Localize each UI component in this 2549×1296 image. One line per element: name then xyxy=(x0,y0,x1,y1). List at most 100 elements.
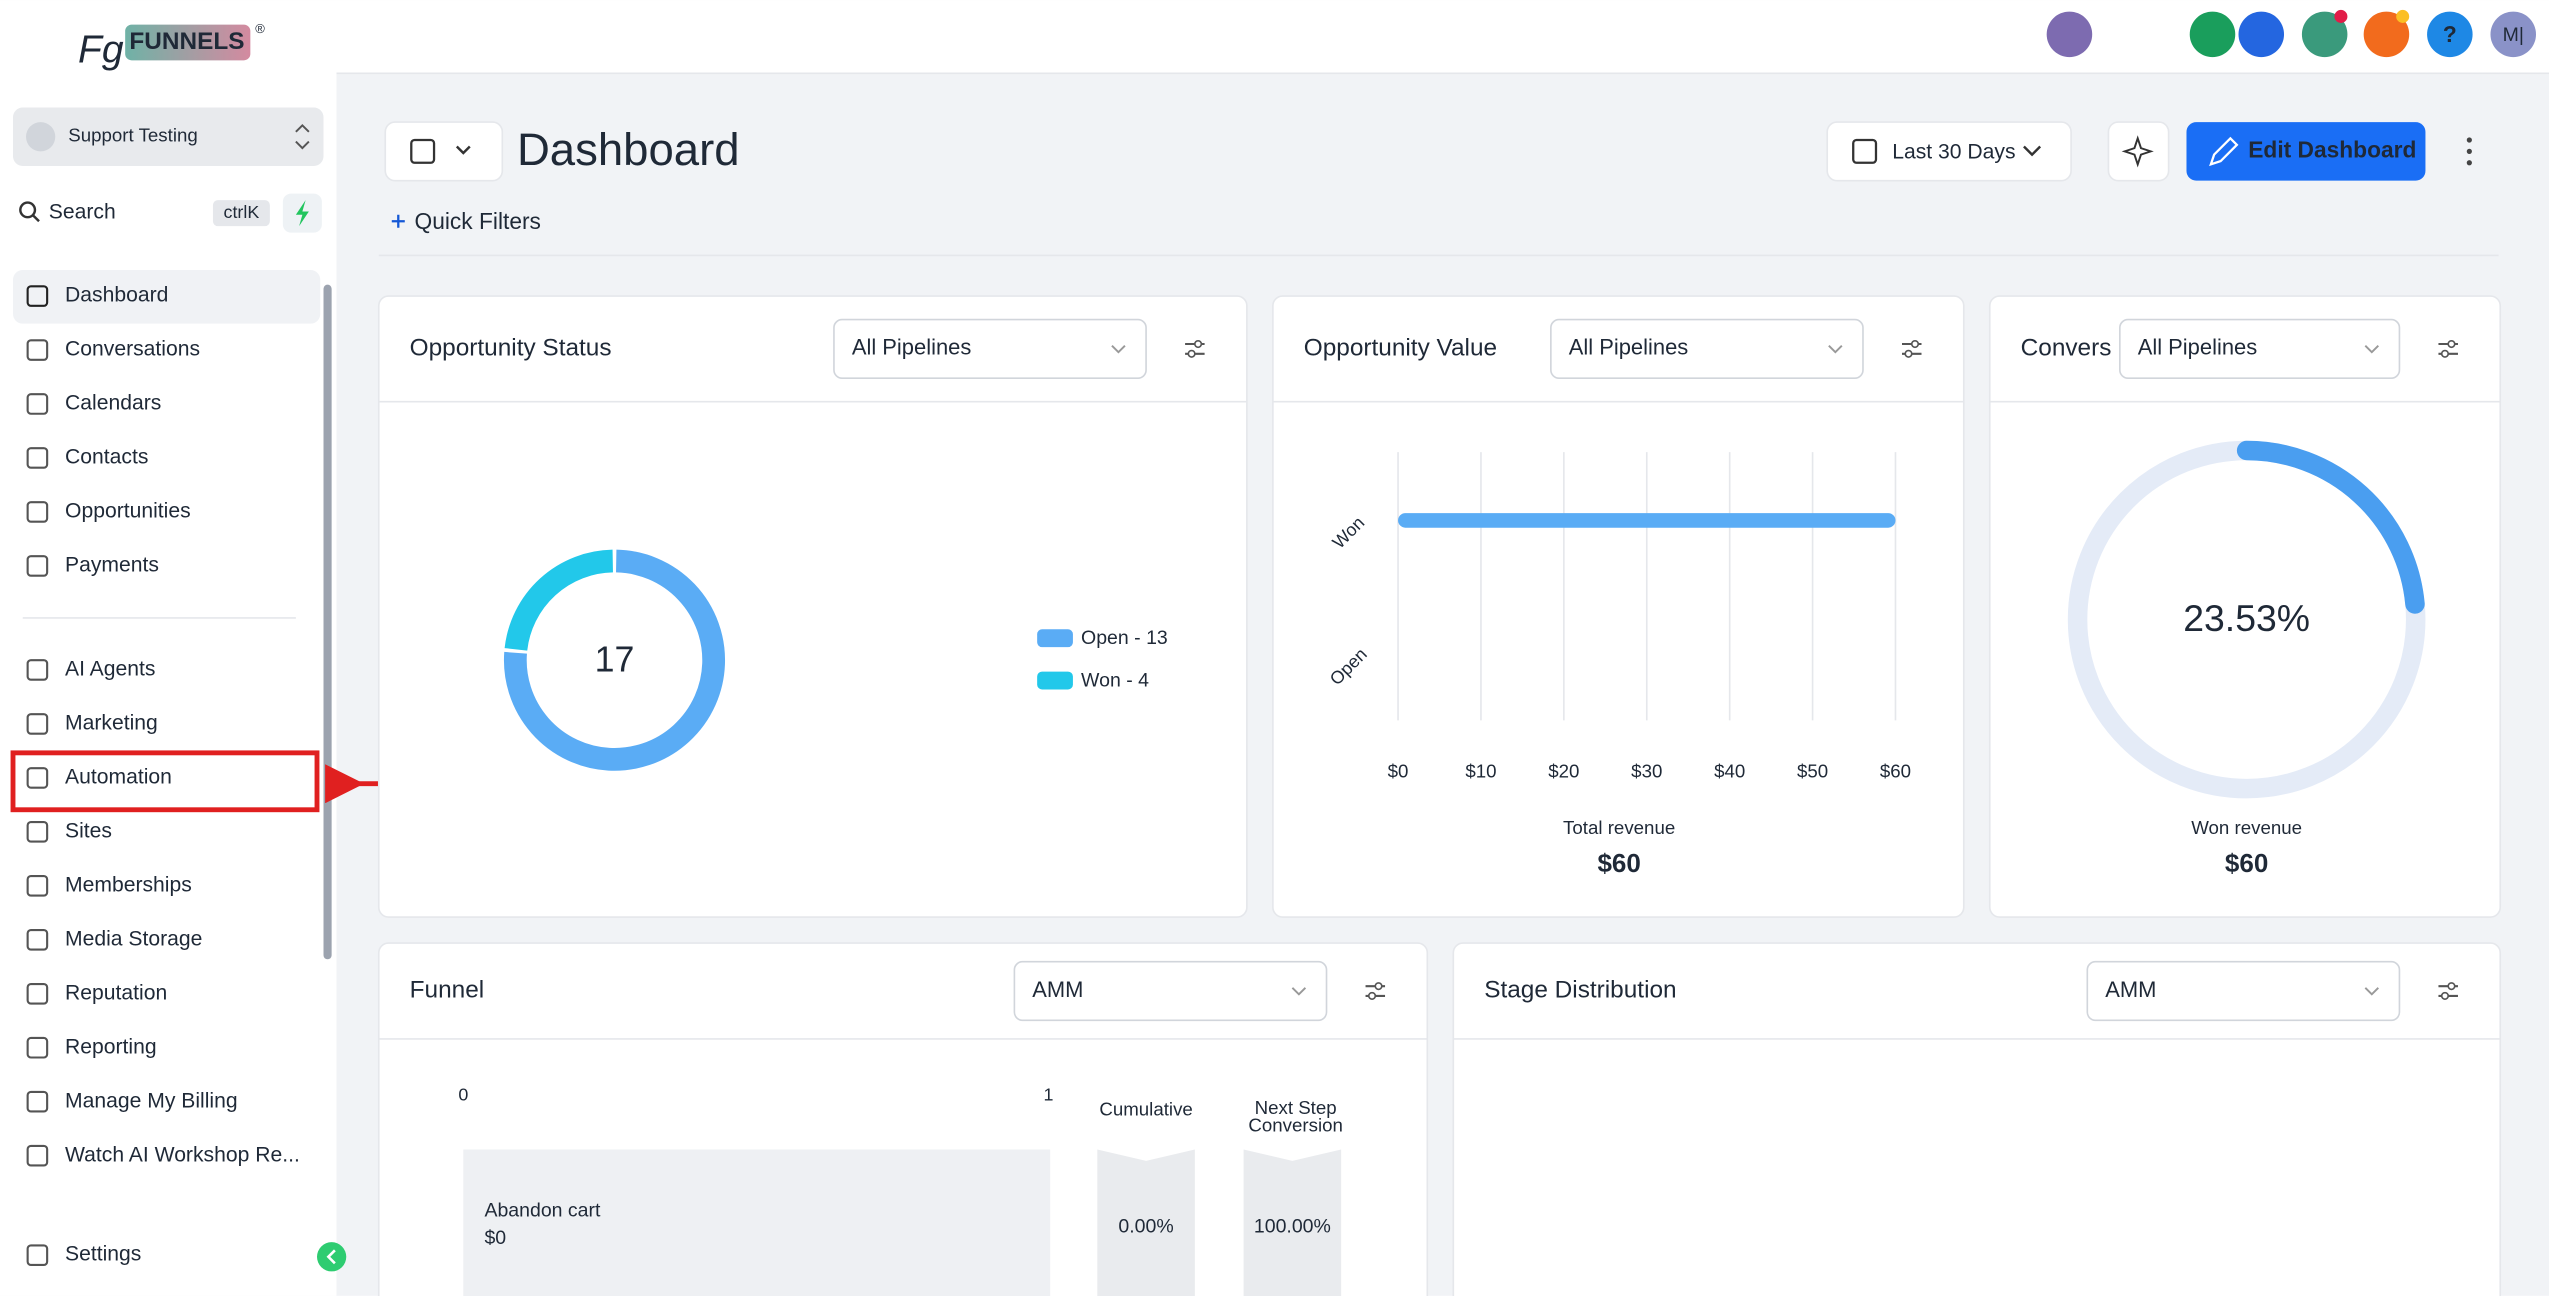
footer-value: $60 xyxy=(1597,848,1640,878)
x-tick-label: $60 xyxy=(1880,760,1911,781)
nav-item[interactable]: Marketing xyxy=(65,711,158,734)
sidebar-scrollbar xyxy=(323,284,332,960)
funnel-cell xyxy=(1097,1149,1195,1296)
dropdown-value[interactable]: All Pipelines xyxy=(2138,335,2258,360)
widget-title: Funnel xyxy=(410,976,485,1003)
nav-item[interactable]: Sites xyxy=(65,819,112,842)
legend-swatch xyxy=(1037,671,1073,690)
funnel-stage xyxy=(463,1149,1051,1296)
dropdown-value[interactable]: All Pipelines xyxy=(852,335,972,360)
logo-text: FUNNELS xyxy=(129,28,244,55)
account-icon xyxy=(26,122,56,152)
pipeline-dropdown[interactable] xyxy=(2119,318,2401,379)
search-input[interactable]: Search xyxy=(49,201,116,224)
avatar[interactable] xyxy=(2490,11,2536,58)
funnel-axis-label: 1 xyxy=(1044,1085,1054,1105)
widget-title: Opportunity Status xyxy=(410,334,612,361)
nav-item[interactable]: Media Storage xyxy=(65,927,202,950)
collapse-button[interactable] xyxy=(316,1242,347,1272)
help-label[interactable]: ? xyxy=(2443,21,2457,47)
ai-button[interactable] xyxy=(2107,121,2170,182)
nav-icon xyxy=(26,659,49,681)
nav-item[interactable]: Manage My Billing xyxy=(65,1089,238,1112)
funnel-axis-label: 0 xyxy=(458,1085,468,1105)
logo-mark: Fg xyxy=(78,29,124,72)
widget-settings-knob xyxy=(1367,991,1377,1000)
widget-title: Stage Distribution xyxy=(1484,976,1676,1003)
nav-item[interactable]: Calendars xyxy=(65,392,161,415)
legend-swatch xyxy=(1037,629,1073,648)
topbar-icon[interactable] xyxy=(2189,11,2236,58)
nav-icon xyxy=(26,1144,49,1167)
account-switcher[interactable] xyxy=(13,107,324,166)
notification-dot xyxy=(2334,9,2348,23)
pipeline-dropdown[interactable] xyxy=(1550,318,1864,379)
nav-item[interactable]: Dashboard xyxy=(65,284,168,307)
chevron xyxy=(2364,987,2379,996)
x-tick-label: $30 xyxy=(1631,760,1662,781)
dropdown-value[interactable]: All Pipelines xyxy=(1569,335,1689,360)
quick-filters[interactable]: Quick Filters xyxy=(415,208,541,234)
nav-icon xyxy=(26,875,49,897)
nav-icon xyxy=(26,393,49,415)
layout-button[interactable] xyxy=(384,121,504,182)
dropdown-value[interactable]: AMM xyxy=(1032,977,1083,1002)
nav-icon xyxy=(26,982,49,1005)
widget-card xyxy=(1988,295,2502,918)
topbar-icon[interactable] xyxy=(2238,11,2285,58)
pipeline-dropdown[interactable] xyxy=(2086,960,2401,1022)
sparkle-icon xyxy=(2121,135,2154,168)
funnel-next-step: 100.00% xyxy=(1254,1216,1331,1238)
nav-item[interactable]: Watch AI Workshop Re... xyxy=(65,1143,300,1166)
nav-icon xyxy=(26,1036,49,1059)
search-icon xyxy=(19,201,37,219)
shortcut-box xyxy=(212,200,270,227)
chevron xyxy=(1828,344,1843,354)
donut-segment xyxy=(504,549,614,651)
search-icon-handle xyxy=(32,214,40,223)
footer-label: Won revenue xyxy=(2191,817,2302,838)
date-range-button[interactable] xyxy=(1826,121,2072,182)
edit-dashboard-label[interactable]: Edit Dashboard xyxy=(2248,136,2416,162)
topbar-icon[interactable] xyxy=(2363,11,2410,58)
pipeline-dropdown[interactable] xyxy=(1013,960,1328,1022)
widget-settings-knob xyxy=(1187,349,1196,358)
nav-item[interactable]: Contacts xyxy=(65,446,148,469)
nav-item[interactable]: Opportunities xyxy=(65,500,191,523)
nav-item[interactable]: Reputation xyxy=(65,981,167,1004)
nav-item[interactable]: Conversations xyxy=(65,338,200,361)
x-tick-label: $50 xyxy=(1797,760,1828,781)
date-range-label[interactable]: Last 30 Days xyxy=(1892,141,2015,164)
footer-label: Total revenue xyxy=(1563,817,1675,838)
widget-settings-knob xyxy=(1374,982,1383,991)
widget-settings-knob xyxy=(2440,991,2450,1000)
pipeline-dropdown[interactable] xyxy=(833,318,1147,379)
dropdown-value[interactable]: AMM xyxy=(2105,977,2156,1002)
edit-dashboard-button[interactable] xyxy=(2186,122,2426,181)
nav-icon xyxy=(26,821,49,843)
help-button[interactable] xyxy=(2427,11,2473,58)
nav-item[interactable]: Settings xyxy=(65,1243,141,1266)
legend-label: Won - 4 xyxy=(1081,669,1149,691)
topbar-icon[interactable] xyxy=(2301,11,2348,58)
widget-title: Opportunity Value xyxy=(1304,334,1497,361)
nav-icon xyxy=(26,767,49,789)
nav-item[interactable]: Automation xyxy=(65,765,172,788)
nav-item[interactable]: Reporting xyxy=(65,1035,157,1058)
nav-item[interactable]: AI Agents xyxy=(65,658,155,681)
nav-icon xyxy=(26,1244,49,1266)
account-name[interactable]: Support Testing xyxy=(68,125,198,146)
avatar-initials[interactable]: M| xyxy=(2503,24,2524,46)
gauge-value xyxy=(2236,440,2425,614)
widget-settings-knob xyxy=(2447,982,2456,991)
widget-settings-knob xyxy=(2447,339,2456,349)
kebab-dot xyxy=(2466,160,2472,166)
nav-item[interactable]: Memberships xyxy=(65,873,192,896)
widget-card xyxy=(377,295,1248,918)
widget-card xyxy=(1272,295,1965,918)
widget-title: Convers xyxy=(2021,334,2112,361)
nav-active-bg xyxy=(13,270,321,324)
footer-value: $60 xyxy=(2225,848,2268,878)
topbar-icon[interactable] xyxy=(2046,11,2093,58)
nav-item[interactable]: Payments xyxy=(65,553,159,576)
